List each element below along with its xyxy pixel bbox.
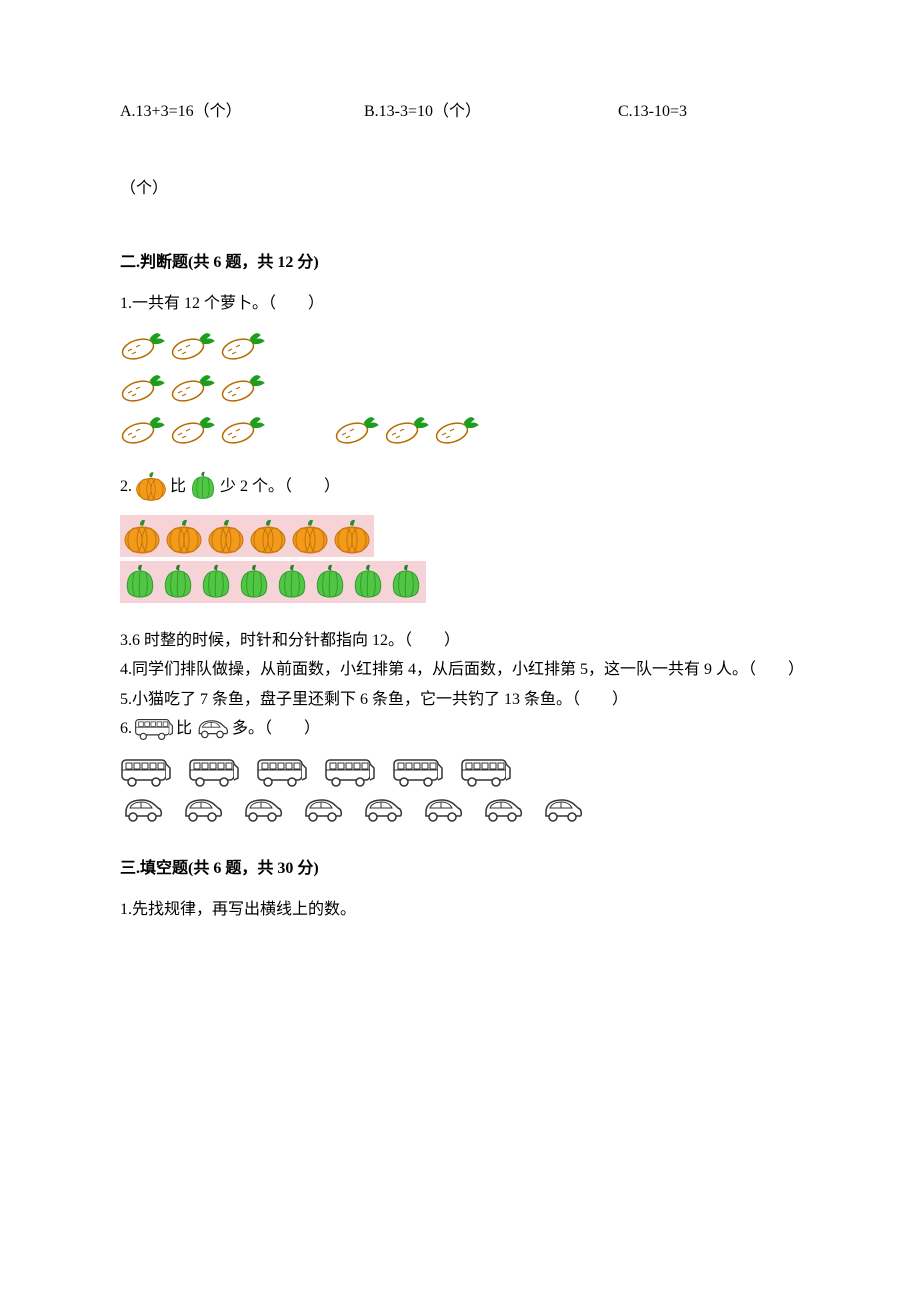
option-c: C.13-10=3 bbox=[618, 100, 687, 124]
option-c-unit: （个） bbox=[120, 174, 800, 198]
carrot-icon bbox=[120, 329, 166, 365]
carrot-icon bbox=[170, 329, 216, 365]
bus-icon bbox=[324, 754, 376, 788]
pepper-icon bbox=[198, 563, 234, 601]
carrot-icon bbox=[170, 413, 216, 449]
pumpkin-icon bbox=[332, 517, 372, 555]
bus-icon bbox=[188, 754, 240, 788]
s2-q4-text: 4.同学们排队做操，从前面数，小红排第 4，从后面数，小红排第 5，这一队一共有… bbox=[120, 656, 800, 683]
option-b: B.13-3=10（个） bbox=[364, 100, 614, 124]
section-3-title: 三.填空题(共 6 题，共 30 分) bbox=[120, 854, 800, 878]
carrot-icon bbox=[220, 329, 266, 365]
s2-q1-carrots bbox=[120, 329, 800, 449]
s2-q2-pre: 2. bbox=[120, 473, 132, 500]
carrot-icon bbox=[220, 413, 266, 449]
pumpkin-icon bbox=[134, 469, 168, 503]
s2-q5-text: 5.小猫吃了 7 条鱼，盘子里还剩下 6 条鱼，它一共钓了 13 条鱼。（ ） bbox=[120, 686, 800, 713]
s2-q2-mid: 比 bbox=[170, 473, 186, 500]
car-icon bbox=[420, 794, 464, 824]
car-icon bbox=[300, 794, 344, 824]
pepper-row bbox=[120, 561, 426, 603]
s2-q6-line: 6. 比 多。（ ） bbox=[120, 715, 800, 742]
pepper-icon bbox=[312, 563, 348, 601]
carrot-icon bbox=[170, 371, 216, 407]
car-icon bbox=[180, 794, 224, 824]
option-a: A.13+3=16（个） bbox=[120, 100, 360, 124]
s2-q6-pre: 6. bbox=[120, 715, 132, 742]
bus-row bbox=[120, 754, 800, 788]
carrot-icon bbox=[334, 413, 380, 449]
s2-q6-vehicles bbox=[120, 754, 800, 824]
car-icon bbox=[540, 794, 584, 824]
pumpkin-icon bbox=[122, 517, 162, 555]
carrot-row bbox=[120, 413, 800, 449]
carrot-icon bbox=[434, 413, 480, 449]
carrot-icon bbox=[120, 371, 166, 407]
car-icon bbox=[194, 716, 230, 740]
section-2-title: 二.判断题(共 6 题，共 12 分) bbox=[120, 248, 800, 272]
s2-q2-line: 2. 比 少 2 个。（ ） bbox=[120, 469, 800, 503]
bus-icon bbox=[134, 715, 174, 741]
s2-q6-mid: 比 bbox=[176, 715, 192, 742]
worksheet-page: A.13+3=16（个） B.13-3=10（个） C.13-10=3 （个） … bbox=[0, 0, 920, 985]
car-icon bbox=[240, 794, 284, 824]
s2-q6-post: 多。（ ） bbox=[232, 715, 320, 742]
pumpkin-icon bbox=[164, 517, 204, 555]
bus-icon bbox=[256, 754, 308, 788]
car-icon bbox=[120, 794, 164, 824]
mc-options-row: A.13+3=16（个） B.13-3=10（个） C.13-10=3 bbox=[120, 100, 800, 124]
car-icon bbox=[480, 794, 524, 824]
pepper-icon bbox=[122, 563, 158, 601]
bus-icon bbox=[460, 754, 512, 788]
s2-q2-veggies bbox=[120, 515, 800, 607]
s2-q1-text: 1.一共有 12 个萝卜。（ ） bbox=[120, 290, 800, 317]
pumpkin-icon bbox=[206, 517, 246, 555]
pepper-icon bbox=[188, 469, 218, 503]
s3-q1-text: 1.先找规律，再写出横线上的数。 bbox=[120, 896, 800, 923]
pepper-icon bbox=[236, 563, 272, 601]
pumpkin-row bbox=[120, 515, 374, 557]
pepper-icon bbox=[350, 563, 386, 601]
carrot-row bbox=[120, 371, 800, 407]
carrot-icon bbox=[384, 413, 430, 449]
bus-icon bbox=[120, 754, 172, 788]
pumpkin-icon bbox=[248, 517, 288, 555]
carrot-icon bbox=[220, 371, 266, 407]
car-row bbox=[120, 794, 800, 824]
pepper-icon bbox=[388, 563, 424, 601]
pumpkin-icon bbox=[290, 517, 330, 555]
carrot-icon bbox=[120, 413, 166, 449]
car-icon bbox=[360, 794, 404, 824]
pepper-icon bbox=[160, 563, 196, 601]
bus-icon bbox=[392, 754, 444, 788]
s2-q2-post: 少 2 个。（ ） bbox=[220, 473, 340, 500]
carrot-row bbox=[120, 329, 800, 365]
pepper-icon bbox=[274, 563, 310, 601]
s2-q3-text: 3.6 时整的时候，时针和分针都指向 12。（ ） bbox=[120, 627, 800, 654]
